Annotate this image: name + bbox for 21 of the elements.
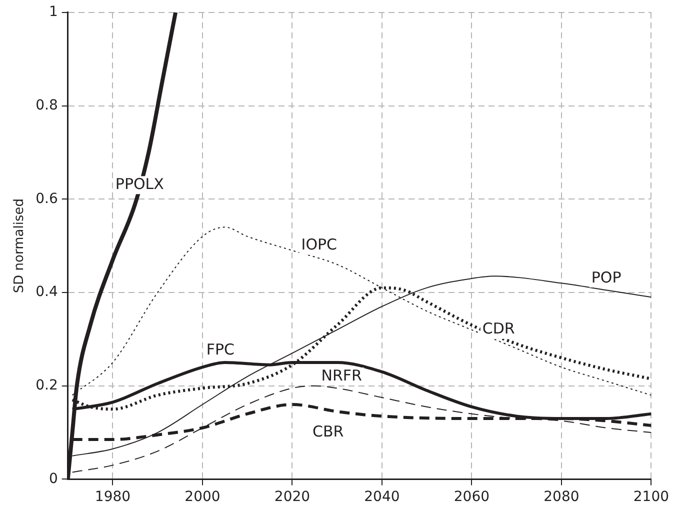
y-tick-label: 0 (48, 470, 58, 487)
x-tick-label: 2020 (274, 489, 310, 506)
series-label: IOPC (301, 236, 338, 254)
x-tick-label: 2040 (364, 489, 400, 506)
x-tick-label: 2060 (454, 489, 490, 506)
y-tick-label: 1 (48, 4, 58, 20)
series-label: CDR (482, 320, 515, 338)
y-axis-title: SD normalised (12, 198, 28, 294)
x-tick-label: 1980 (94, 489, 131, 506)
series-label: PPOLX (115, 175, 164, 194)
y-tick-label: 0.8 (36, 97, 58, 114)
series-label: CBR (312, 422, 344, 440)
series-label: FPC (206, 340, 235, 359)
y-tick-label: 0.2 (36, 377, 58, 394)
y-tick-label: 0.6 (36, 190, 58, 207)
series-label: NRFR (321, 366, 362, 384)
y-tick-label: 0.4 (36, 284, 58, 300)
series-label: POP (591, 268, 622, 286)
x-tick-label: 2100 (633, 489, 670, 506)
x-tick-label: 2000 (184, 489, 220, 506)
x-tick-label: 2080 (544, 489, 580, 506)
